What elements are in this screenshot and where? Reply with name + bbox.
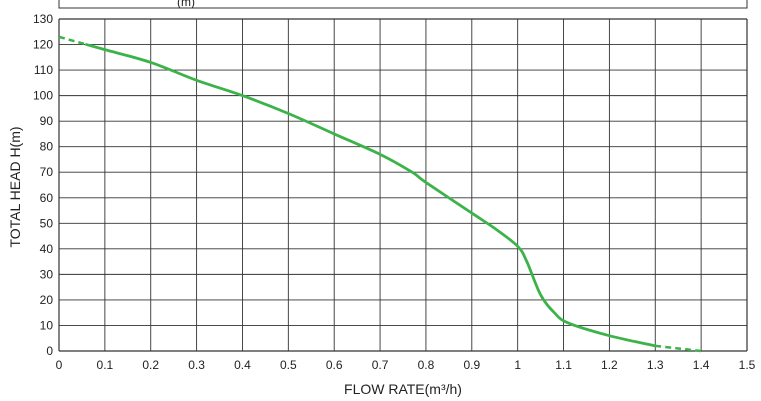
series-dashed-end (655, 344, 702, 353)
y-tick-label: 100 (33, 89, 53, 103)
y-tick-label: 70 (40, 165, 54, 179)
y-tick-label: 120 (33, 38, 53, 52)
x-tick-label: 0.9 (463, 358, 480, 372)
top-strip: (m) (58, 0, 748, 9)
y-tick-label: 130 (33, 12, 53, 26)
y-axis-title: TOTAL HEAD H(m) (7, 126, 23, 247)
x-tick-labels: 0 0.1 0.2 0.3 0.4 0.5 0.6 0.7 0.8 0.9 1 1.1 1.2 1.3 1.… (56, 358, 756, 372)
y-tick-label: 10 (40, 318, 54, 332)
x-tick-label: 1.1 (555, 358, 572, 372)
y-tick-label: 30 (40, 267, 54, 281)
series-dashed-start (58, 35, 87, 46)
x-tick-label: 1.4 (693, 358, 710, 372)
x-axis-title: FLOW RATE(m³/h) (344, 381, 462, 397)
x-tick-label: 0.2 (142, 358, 159, 372)
x-tick-label: 0 (56, 358, 63, 372)
x-tick-label: 0.6 (326, 358, 343, 372)
x-tick-label: 0.4 (234, 358, 251, 372)
grid (58, 18, 748, 352)
y-tick-label: 20 (40, 293, 54, 307)
x-tick-label: 0.7 (372, 358, 389, 372)
x-tick-label: 0.5 (280, 358, 297, 372)
y-tick-labels: 0 10 20 30 40 50 60 70 80 90 100 110 120 130 (33, 12, 53, 358)
y-tick-label: 110 (34, 63, 53, 77)
y-tick-label: 50 (40, 216, 54, 230)
x-tick-label: 0.1 (97, 358, 114, 372)
top-strip-label: (m) (177, 0, 195, 9)
x-tick-label: 1.5 (739, 358, 756, 372)
x-tick-label: 0.8 (418, 358, 435, 372)
y-tick-label: 0 (46, 344, 53, 358)
top-strip-box (58, 0, 748, 9)
y-tick-label: 80 (40, 140, 54, 154)
x-tick-label: 1.2 (601, 358, 618, 372)
y-tick-label: 60 (40, 191, 54, 205)
y-tick-label: 40 (40, 242, 54, 256)
x-tick-label: 1 (514, 358, 521, 372)
series-curves (58, 35, 702, 353)
x-tick-label: 0.3 (188, 358, 205, 372)
y-tick-label: 90 (40, 114, 54, 128)
series-solid (85, 43, 657, 348)
x-tick-label: 1.3 (647, 358, 664, 372)
